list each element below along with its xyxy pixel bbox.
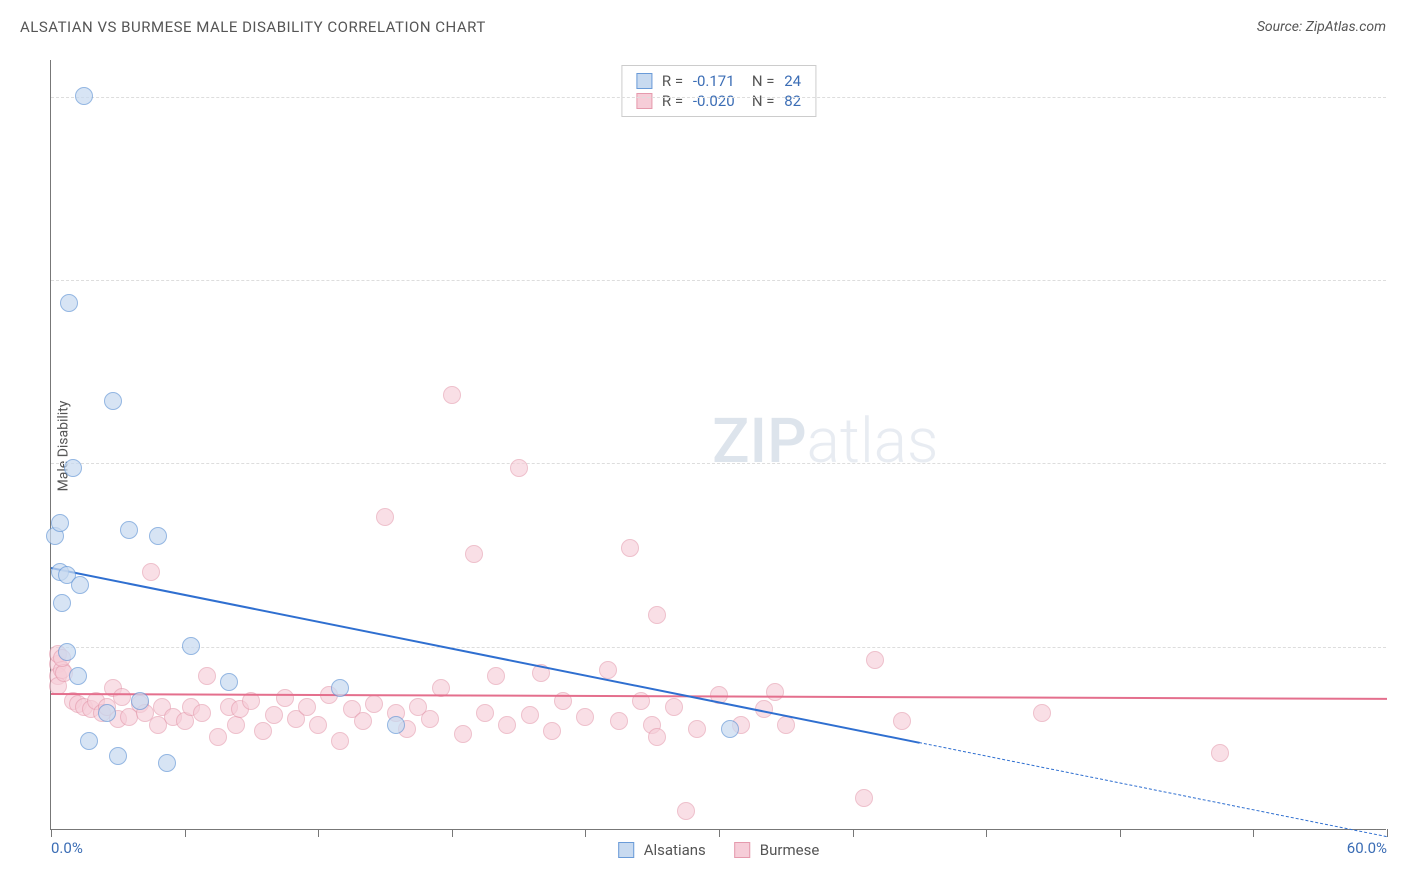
y-tick-label: 60.0%	[1391, 88, 1406, 106]
data-point-alsatians	[60, 294, 78, 312]
data-point-burmese	[487, 667, 505, 685]
data-point-burmese	[621, 539, 639, 557]
x-tick	[585, 829, 586, 837]
data-point-burmese	[209, 728, 227, 746]
x-tick	[853, 829, 854, 837]
watermark: ZIPatlas	[712, 404, 938, 477]
legend-item-burmese: Burmese	[734, 841, 820, 859]
data-point-alsatians	[75, 87, 93, 105]
trend-line-extrapolated	[919, 742, 1387, 837]
data-point-burmese	[376, 508, 394, 526]
data-point-alsatians	[58, 643, 76, 661]
x-tick	[1387, 829, 1388, 837]
data-point-alsatians	[98, 704, 116, 722]
data-point-burmese	[331, 732, 349, 750]
stats-row-burmese: R = -0.020 N = 82	[636, 92, 801, 110]
x-tick-label: 0.0%	[51, 839, 83, 857]
data-point-alsatians	[149, 527, 167, 545]
data-point-alsatians	[120, 521, 138, 539]
data-point-burmese	[454, 725, 472, 743]
data-point-alsatians	[387, 716, 405, 734]
data-point-burmese	[610, 712, 628, 730]
data-point-burmese	[688, 720, 706, 738]
data-point-burmese	[498, 716, 516, 734]
x-tick	[318, 829, 319, 837]
data-point-burmese	[421, 710, 439, 728]
data-point-burmese	[443, 386, 461, 404]
data-point-burmese	[276, 689, 294, 707]
data-point-burmese	[476, 704, 494, 722]
data-point-burmese	[576, 708, 594, 726]
data-point-burmese	[1033, 704, 1051, 722]
data-point-burmese	[665, 698, 683, 716]
gridline	[51, 463, 1386, 464]
data-point-burmese	[193, 704, 211, 722]
data-point-alsatians	[109, 747, 127, 765]
data-point-alsatians	[64, 459, 82, 477]
data-point-burmese	[777, 716, 795, 734]
gridline	[51, 280, 1386, 281]
data-point-alsatians	[331, 679, 349, 697]
data-point-burmese	[1211, 744, 1229, 762]
x-tick	[1120, 829, 1121, 837]
swatch-burmese	[636, 93, 652, 109]
data-point-alsatians	[158, 754, 176, 772]
data-point-alsatians	[131, 692, 149, 710]
data-point-burmese	[648, 606, 666, 624]
data-point-burmese	[254, 722, 272, 740]
swatch-alsatians	[636, 73, 652, 89]
x-tick	[452, 829, 453, 837]
data-point-burmese	[866, 651, 884, 669]
data-point-alsatians	[53, 594, 71, 612]
gridline	[51, 97, 1386, 98]
legend: Alsatians Burmese	[618, 841, 820, 859]
data-point-burmese	[677, 802, 695, 820]
data-point-alsatians	[51, 514, 69, 532]
x-tick	[185, 829, 186, 837]
data-point-alsatians	[80, 732, 98, 750]
x-tick	[51, 829, 52, 837]
data-point-burmese	[766, 683, 784, 701]
x-tick-label: 60.0%	[1347, 839, 1387, 857]
source-attribution: Source: ZipAtlas.com	[1257, 19, 1386, 35]
data-point-burmese	[465, 545, 483, 563]
data-point-burmese	[510, 459, 528, 477]
stats-row-alsatians: R = -0.171 N = 24	[636, 72, 801, 90]
legend-item-alsatians: Alsatians	[618, 841, 706, 859]
chart-title: ALSATIAN VS BURMESE MALE DISABILITY CORR…	[20, 18, 486, 36]
data-point-burmese	[298, 698, 316, 716]
data-point-alsatians	[220, 673, 238, 691]
data-point-alsatians	[71, 576, 89, 594]
data-point-burmese	[543, 722, 561, 740]
data-point-burmese	[599, 661, 617, 679]
data-point-burmese	[227, 716, 245, 734]
data-point-burmese	[354, 712, 372, 730]
data-point-burmese	[893, 712, 911, 730]
x-tick	[719, 829, 720, 837]
data-point-burmese	[198, 667, 216, 685]
correlation-stats-box: R = -0.171 N = 24 R = -0.020 N = 82	[621, 65, 816, 117]
swatch-burmese	[734, 842, 750, 858]
x-tick	[986, 829, 987, 837]
x-tick	[1253, 829, 1254, 837]
gridline	[51, 647, 1386, 648]
data-point-alsatians	[69, 667, 87, 685]
data-point-burmese	[142, 563, 160, 581]
data-point-burmese	[521, 706, 539, 724]
data-point-burmese	[113, 688, 131, 706]
data-point-burmese	[309, 716, 327, 734]
data-point-burmese	[265, 706, 283, 724]
y-tick-label: 30.0%	[1391, 454, 1406, 472]
data-point-burmese	[648, 728, 666, 746]
y-tick-label: 15.0%	[1391, 638, 1406, 656]
swatch-alsatians	[618, 842, 634, 858]
data-point-burmese	[365, 695, 383, 713]
data-point-alsatians	[721, 720, 739, 738]
data-point-alsatians	[104, 392, 122, 410]
data-point-burmese	[855, 789, 873, 807]
scatter-plot: ZIPatlas R = -0.171 N = 24 R = -0.020 N …	[50, 60, 1386, 830]
y-tick-label: 45.0%	[1391, 271, 1406, 289]
data-point-alsatians	[182, 637, 200, 655]
